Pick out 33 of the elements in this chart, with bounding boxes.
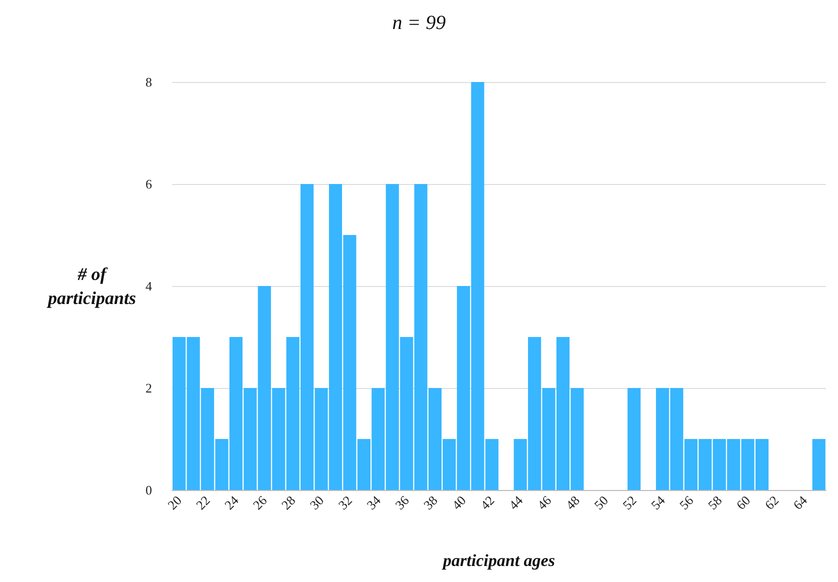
y-tick-label: 2 — [146, 380, 152, 396]
x-tick-label: 54 — [648, 492, 668, 512]
x-axis-title: participant ages — [441, 551, 556, 570]
x-tick-label: 58 — [704, 492, 725, 512]
x-tick-label: 34 — [364, 492, 384, 512]
x-tick-label: 50 — [591, 492, 611, 512]
y-axis-title: # of participants — [46, 264, 136, 308]
y-tick-label: 0 — [146, 482, 152, 498]
x-tick-label: 30 — [306, 492, 327, 512]
x-tick-label: 56 — [676, 492, 697, 512]
y-tick-label: 8 — [146, 74, 152, 90]
x-tick-label: 64 — [790, 492, 810, 512]
x-tick-label: 26 — [250, 492, 270, 512]
x-tick-label: 60 — [733, 492, 754, 512]
x-tick-label: 44 — [506, 492, 526, 512]
x-tick-label: 22 — [193, 492, 213, 512]
x-tick-label: 62 — [762, 492, 782, 512]
x-tick-label: 24 — [221, 492, 242, 512]
x-tick-label: 40 — [448, 492, 469, 512]
x-tick-label: 38 — [420, 492, 440, 512]
x-tick-label: 20 — [164, 492, 184, 512]
bar — [812, 439, 826, 490]
x-tick-label: 28 — [278, 492, 298, 512]
y-tick-label: 6 — [146, 176, 152, 192]
bar — [628, 388, 641, 490]
x-tick-label: 46 — [534, 492, 554, 512]
x-tick-label: 52 — [620, 492, 640, 512]
y-tick-label: 4 — [146, 278, 152, 294]
x-tick-label: 36 — [392, 492, 412, 512]
x-tick-label: 42 — [477, 492, 498, 512]
x-tick-label: 32 — [335, 492, 356, 512]
x-tick-label: 48 — [562, 492, 582, 512]
chart-title: n = 99 — [392, 12, 446, 34]
